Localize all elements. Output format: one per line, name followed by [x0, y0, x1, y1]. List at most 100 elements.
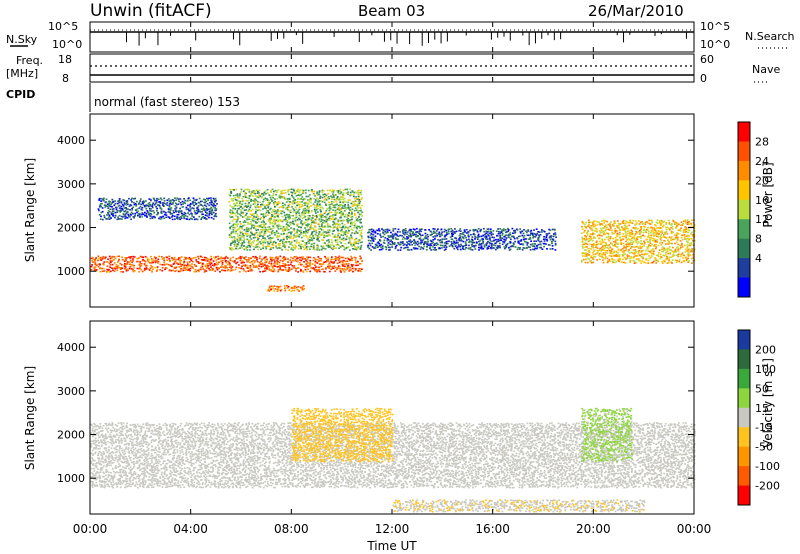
heatmap-cell — [663, 247, 666, 250]
heatmap-cell — [276, 198, 279, 200]
heatmap-cell — [609, 236, 612, 238]
heatmap-cell — [306, 256, 309, 258]
heatmap-cell — [260, 248, 262, 251]
heatmap-cell — [659, 242, 661, 244]
heatmap-cell — [288, 235, 291, 237]
heatmap-cell — [402, 242, 404, 244]
heatmap-cell — [505, 246, 508, 248]
heatmap-cell — [170, 216, 173, 218]
heatmap-cell — [654, 229, 657, 231]
heatmap-cell — [604, 246, 607, 249]
heatmap-cell — [646, 221, 648, 223]
heatmap-cell — [160, 216, 163, 218]
heatmap-cell — [250, 200, 252, 203]
heatmap-cell — [327, 196, 330, 198]
heatmap-cell — [642, 234, 644, 237]
heatmap-cell — [674, 248, 677, 251]
heatmap-cell — [93, 474, 96, 477]
heatmap-cell — [646, 247, 649, 250]
heatmap-cell — [114, 257, 117, 260]
heatmap-cell — [529, 231, 532, 233]
heatmap-cell — [447, 230, 450, 233]
heatmap-cell — [324, 211, 326, 214]
heatmap-cell — [624, 230, 627, 233]
heatmap-cell — [298, 191, 301, 193]
heatmap-cell — [344, 231, 347, 234]
heatmap-cell — [409, 228, 411, 231]
heatmap-cell — [401, 238, 404, 240]
heatmap-cell — [665, 231, 668, 233]
heatmap-cell — [404, 237, 406, 240]
heatmap-cell — [687, 231, 689, 234]
heatmap-cell — [280, 206, 283, 208]
heatmap-cell — [297, 230, 300, 232]
heatmap-cell — [591, 257, 594, 259]
heatmap-cell — [326, 222, 329, 225]
heatmap-cell — [314, 233, 317, 236]
heatmap-cell — [347, 262, 350, 265]
heatmap-cell — [499, 236, 502, 239]
heatmap-cell — [584, 246, 587, 248]
heatmap-cell — [415, 235, 418, 238]
heatmap-cell — [314, 261, 317, 264]
heatmap-cell — [240, 188, 243, 191]
heatmap-cell — [108, 255, 111, 258]
heatmap-cell — [351, 200, 354, 203]
heatmap-cell — [229, 246, 231, 249]
heatmap-cell — [344, 260, 347, 263]
heatmap-cell — [344, 257, 347, 260]
heatmap-cell — [153, 198, 156, 200]
heatmap-cell — [242, 240, 245, 242]
heatmap-cell — [305, 218, 307, 221]
heatmap-cell — [251, 191, 253, 193]
heatmap-cell — [165, 214, 168, 216]
heatmap-cell — [634, 233, 637, 235]
heatmap-cell — [613, 245, 616, 247]
heatmap-cell — [281, 215, 284, 218]
heatmap-cell — [401, 241, 404, 243]
heatmap-cell — [353, 203, 356, 205]
heatmap-cell — [183, 261, 186, 263]
noise-tick-left-top: 10^5 — [48, 20, 78, 33]
heatmap-cell — [159, 202, 162, 204]
heatmap-cell — [136, 208, 139, 210]
heatmap-cell — [93, 459, 96, 462]
heatmap-cell — [221, 269, 223, 271]
heatmap-cell — [203, 258, 206, 261]
heatmap-cell — [353, 191, 356, 194]
heatmap-cell — [342, 211, 344, 214]
heatmap-cell — [611, 229, 613, 231]
heatmap-cell — [543, 235, 545, 238]
heatmap-cell — [311, 227, 314, 229]
heatmap-cell — [389, 249, 391, 251]
heatmap-cell — [281, 189, 284, 192]
heatmap-cell — [270, 218, 273, 220]
heatmap-cell — [175, 266, 178, 268]
heatmap-cell — [272, 258, 274, 261]
heatmap-cell — [486, 242, 488, 244]
heatmap-cell — [189, 210, 192, 212]
heatmap-cell — [279, 210, 282, 212]
heatmap-cell — [532, 236, 534, 239]
heatmap-cell — [332, 223, 334, 226]
heatmap-cell — [140, 269, 143, 271]
heatmap-cell — [274, 219, 276, 221]
heatmap-cell — [300, 193, 303, 196]
heatmap-cell — [290, 248, 293, 250]
heatmap-cell — [225, 255, 227, 258]
heatmap-cell — [192, 197, 195, 199]
heatmap-cell — [332, 262, 335, 264]
heatmap-cell — [338, 236, 341, 238]
heatmap-cell — [220, 256, 223, 258]
heatmap-cell — [230, 232, 233, 234]
heatmap-cell — [397, 238, 399, 241]
heatmap-cell — [676, 232, 679, 234]
heatmap-cell — [292, 237, 295, 240]
heatmap-cell — [599, 223, 602, 225]
heatmap-cell — [316, 259, 319, 261]
heatmap-cell — [503, 235, 506, 238]
heatmap-cell — [312, 247, 315, 249]
heatmap-cell — [301, 196, 304, 198]
heatmap-cell — [635, 251, 637, 254]
heatmap-cell — [663, 249, 665, 251]
